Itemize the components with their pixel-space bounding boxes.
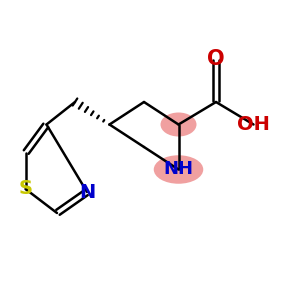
Text: OH: OH — [237, 115, 270, 134]
Ellipse shape — [160, 112, 196, 136]
Ellipse shape — [154, 155, 203, 184]
Text: O: O — [207, 49, 225, 68]
Text: S: S — [19, 179, 32, 199]
Text: NH: NH — [164, 160, 194, 178]
Text: N: N — [79, 182, 95, 202]
